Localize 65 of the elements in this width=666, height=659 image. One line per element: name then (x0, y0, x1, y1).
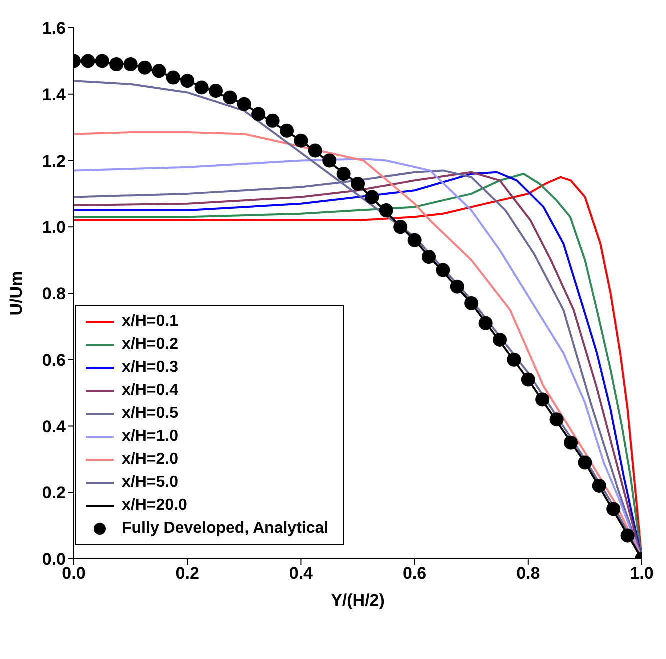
point (422, 250, 436, 264)
point (336, 167, 351, 182)
y-tick-label: 1.4 (42, 85, 67, 104)
point (81, 54, 96, 68)
point (365, 190, 380, 204)
point (592, 478, 606, 493)
x-tick-label: 0.8 (516, 564, 540, 584)
point (450, 280, 464, 294)
point (464, 296, 479, 310)
x-tick-label: 0.2 (176, 564, 200, 584)
legend-label: x/H=0.5 (122, 404, 178, 422)
point (408, 233, 422, 248)
legend-label: x/H=2.0 (122, 450, 178, 468)
point (252, 107, 266, 122)
y-tick-label: 1.0 (42, 218, 66, 238)
point (493, 332, 507, 347)
point (95, 54, 110, 68)
legend-label: x/H=1.0 (122, 428, 178, 446)
point (110, 58, 124, 72)
point (294, 134, 308, 148)
x-tick-label: 0.0 (62, 564, 86, 584)
legend-label: x/H=0.4 (122, 382, 178, 400)
point (209, 84, 223, 98)
point (436, 263, 450, 278)
point (180, 74, 195, 88)
x-axis-title: Y/(H/2) (331, 591, 385, 610)
legend-label: Fully Developed, Analytical (122, 520, 329, 538)
x-tick-label: 0.4 (289, 564, 314, 584)
point (308, 144, 322, 158)
legend-label: x/H=5.0 (122, 474, 178, 492)
y-axis-title: U/Um (7, 271, 26, 316)
point (280, 124, 294, 138)
point (138, 60, 152, 75)
y-tick-label: 0.2 (42, 484, 66, 503)
y-tick-label: 1.2 (42, 152, 66, 171)
point (578, 456, 592, 470)
point (394, 220, 408, 234)
point (564, 436, 578, 450)
point (478, 316, 493, 330)
point (606, 502, 621, 516)
point (322, 154, 337, 168)
legend-label: x/H=0.1 (122, 312, 178, 330)
point (266, 114, 280, 128)
point (237, 97, 252, 112)
point (507, 352, 522, 367)
legend-label: x/H=0.3 (122, 358, 178, 376)
point (223, 90, 238, 105)
legend-label: x/H=20.0 (122, 496, 188, 514)
point (166, 70, 180, 85)
point (379, 204, 394, 218)
point (536, 392, 550, 407)
point (521, 372, 536, 387)
x-tick-label: 1.0 (630, 564, 654, 584)
y-tick-label: 0.4 (42, 417, 67, 436)
y-tick-label: 1.6 (42, 19, 66, 38)
y-tick-label: 0.6 (42, 350, 66, 370)
point (124, 58, 138, 72)
point (550, 412, 564, 427)
y-tick-label: 0.8 (42, 284, 66, 304)
point (351, 176, 365, 191)
point (152, 64, 166, 78)
point (620, 528, 635, 543)
point (194, 80, 209, 95)
x-tick-label: 0.6 (402, 564, 427, 584)
legend-label: x/H=0.2 (122, 336, 178, 354)
